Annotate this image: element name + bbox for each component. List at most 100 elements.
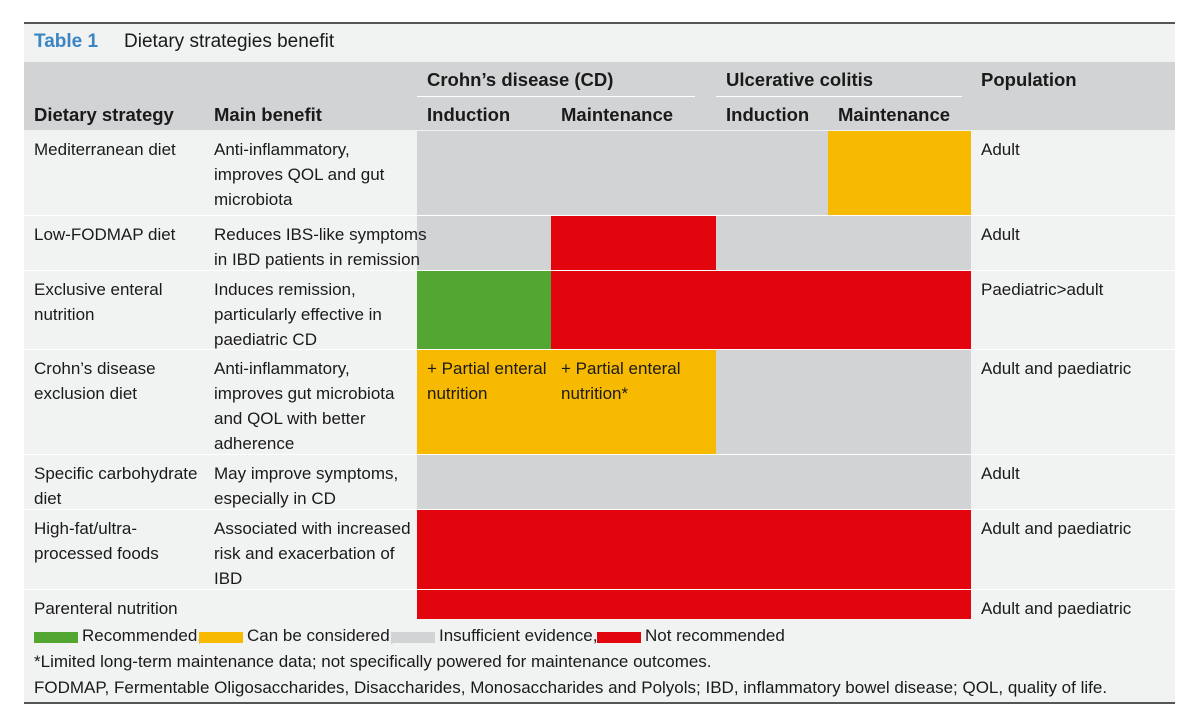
cell-benefit-line: Anti-inflammatory, (214, 359, 350, 378)
cell-strategy-line: Low-FODMAP diet (34, 225, 176, 244)
rating-cell-cd-induction (417, 590, 551, 619)
cell-benefit: Anti-inflammatory, improves QOL and gut mi… (214, 137, 419, 212)
cell-benefit: Anti-inflammatory, improves gut microbiot… (214, 356, 419, 456)
header-uc-induction: Induction (726, 104, 810, 125)
rating-cell-cd-maintenance (551, 131, 716, 216)
table-number: Table 1 (34, 31, 99, 52)
cell-benefit-line: Associated with increased (214, 519, 411, 538)
rating-cell-cd-maintenance (551, 510, 716, 590)
legend-swatch-recommended (34, 632, 78, 643)
rating-cell-uc-induction (716, 216, 828, 271)
rating-cell-cd-maintenance (551, 590, 716, 619)
header-cd-induction: Induction (427, 104, 511, 125)
cell-population: Adult (981, 225, 1020, 244)
cell-benefit-line: improves gut microbiota (214, 384, 395, 403)
legend-swatch-consider (199, 632, 243, 643)
cell-strategy-line: nutrition (34, 305, 95, 324)
cell-strategy-line: Parenteral nutrition (34, 599, 178, 618)
cell-population: Adult and paediatric (981, 519, 1132, 538)
cell-strategy-line: diet (34, 489, 62, 508)
row-divider (24, 270, 1175, 271)
cell-strategy-line: exclusion diet (34, 384, 138, 403)
cell-strategy-line: High-fat/ultra- (34, 519, 137, 538)
cell-benefit-line: Anti-inflammatory, (214, 140, 350, 159)
cd-group-rule (417, 96, 695, 97)
cell-benefit-line: and QOL with better (214, 409, 366, 428)
cell-benefit-line: paediatric CD (214, 330, 317, 349)
cell-benefit-line: IBD (214, 569, 243, 588)
cell-strategy: Specific carbohydrate diet (34, 461, 210, 511)
rating-cell-uc-maintenance (828, 216, 971, 271)
row-divider (24, 349, 1175, 350)
table-title: Dietary strategies benefit (124, 31, 335, 52)
cell-cd-induction-note-line: + Partial enteral (427, 359, 547, 378)
cell-cd-maintenance-note: + Partial enteral nutrition* (561, 356, 711, 406)
header-dietary-strategy: Dietary strategy (34, 104, 174, 125)
cell-benefit: Reduces IBS-like symptoms in IBD patients… (214, 222, 427, 272)
row-divider (24, 589, 1175, 590)
uc-group-rule (716, 96, 962, 97)
cell-benefit-line: Induces remission, (214, 280, 356, 299)
rating-cell-cd-maintenance (551, 271, 716, 350)
row-divider (24, 509, 1175, 510)
cell-strategy: Exclusive enteral nutrition (34, 277, 210, 327)
header-cd-maintenance: Maintenance (561, 104, 674, 125)
legend-label-recommended: Recommended, (82, 626, 203, 645)
cell-benefit: Associated with increased risk and exacer… (214, 516, 419, 591)
rating-cell-uc-induction (716, 455, 828, 510)
cell-strategy-line: Crohn’s disease (34, 359, 156, 378)
rating-cell-cd-maintenance (551, 455, 716, 510)
cell-strategy: Parenteral nutrition (34, 596, 210, 621)
cell-benefit-line: microbiota (214, 190, 293, 209)
row-divider (24, 454, 1175, 455)
cell-strategy: Crohn’s disease exclusion diet (34, 356, 210, 406)
rating-cell-uc-maintenance (828, 455, 971, 510)
cell-benefit-line: improves QOL and gut (214, 165, 385, 184)
cell-strategy: High-fat/ultra-processed foods (34, 516, 210, 566)
cell-population: Adult (981, 140, 1020, 159)
rating-cell-cd-induction (417, 131, 551, 216)
rating-cell-uc-induction (716, 510, 828, 590)
cell-benefit-line: particularly effective in (214, 305, 382, 324)
rating-cell-cd-induction (417, 350, 551, 455)
cell-benefit-line: in IBD patients in remission (214, 250, 420, 269)
cell-population: Adult and paediatric (981, 359, 1132, 378)
legend-label-insufficient: Insufficient evidence, (439, 626, 598, 645)
cell-cd-induction-note-line: nutrition (427, 384, 488, 403)
rating-cell-uc-maintenance (828, 271, 971, 350)
footnote-asterisk: *Limited long-term maintenance data; not… (34, 652, 712, 671)
cell-population: Adult (981, 464, 1020, 483)
cell-benefit: Induces remission, particularly effective… (214, 277, 419, 352)
rating-cell-cd-induction (417, 216, 551, 271)
rating-cell-uc-maintenance (828, 590, 971, 619)
cell-population: Paediatric>adult (981, 280, 1104, 299)
cell-benefit-line: May improve symptoms, (214, 464, 399, 483)
cell-strategy-line: Specific carbohydrate (34, 464, 198, 483)
footnote-abbreviations: FODMAP, Fermentable Oligosaccharides, Di… (34, 678, 1108, 697)
row-divider (24, 215, 1175, 216)
header-group-cd: Crohn’s disease (CD) (427, 69, 614, 90)
cell-benefit-line: Reduces IBS-like symptoms (214, 225, 427, 244)
cell-strategy-line: Mediterranean diet (34, 140, 176, 159)
rating-cell-cd-induction (417, 455, 551, 510)
header-main-benefit: Main benefit (214, 104, 322, 125)
cell-strategy: Low-FODMAP diet (34, 222, 210, 247)
cell-strategy-line: processed foods (34, 544, 159, 563)
legend-label-not-recommended: Not recommended (645, 626, 785, 645)
cell-cd-maintenance-note-line: + Partial enteral (561, 359, 681, 378)
rating-cell-uc-induction (716, 350, 828, 455)
header-uc-maintenance: Maintenance (838, 104, 951, 125)
legend-swatch-insufficient (391, 632, 435, 643)
cell-population: Adult and paediatric (981, 599, 1132, 618)
rating-cell-cd-induction (417, 271, 551, 350)
legend-label-consider: Can be considered, (247, 626, 395, 645)
rating-cell-uc-maintenance (828, 131, 971, 216)
cell-strategy: Mediterranean diet (34, 137, 210, 162)
rating-cell-cd-maintenance (551, 350, 716, 455)
rating-cell-uc-induction (716, 590, 828, 619)
cell-cd-induction-note: + Partial enteral nutrition (427, 356, 552, 406)
rating-cell-uc-maintenance (828, 510, 971, 590)
cell-benefit-line: especially in CD (214, 489, 336, 508)
rating-cell-uc-induction (716, 131, 828, 216)
